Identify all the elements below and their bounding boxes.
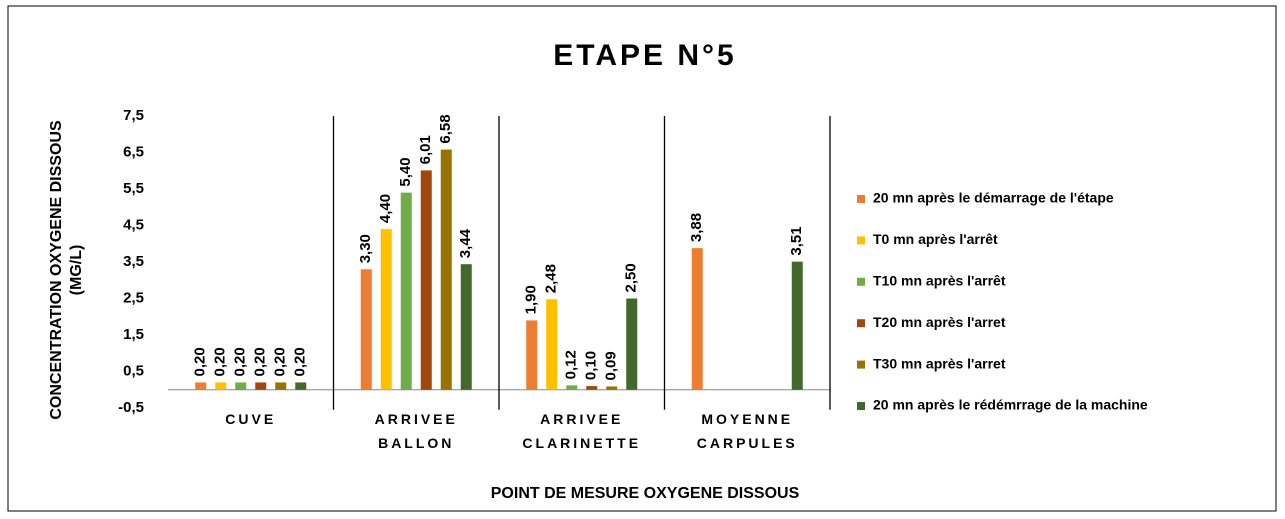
- legend-label: T30 mn après l'arret: [873, 355, 1006, 371]
- data-label: 3,44: [457, 228, 474, 258]
- bar: [691, 248, 703, 390]
- legend-label: 20 mn après le démarrage de l'étape: [873, 190, 1114, 206]
- y-tick-label: 5,5: [123, 180, 144, 197]
- data-label: 3,88: [688, 213, 705, 242]
- y-tick-label: 2,5: [123, 289, 144, 306]
- data-label: 0,20: [212, 347, 229, 376]
- legend-swatch: [857, 360, 865, 369]
- bar: [526, 320, 538, 390]
- chart-frame: [7, 5, 1277, 512]
- legend-swatch: [857, 195, 865, 203]
- y-tick-label: 4,5: [123, 216, 144, 233]
- bar: [195, 382, 207, 390]
- data-label: 0,10: [583, 351, 600, 380]
- data-label: 2,48: [543, 264, 560, 293]
- legend-label: T10 mn après l'arrêt: [873, 273, 1006, 289]
- bar: [546, 299, 558, 390]
- bar: [255, 382, 267, 390]
- y-axis-label: CONCENTRATION OXYGENE DISSOUS (MG/L): [48, 120, 85, 420]
- legend-label: 20 mn après le rédémrrage de la machine: [873, 397, 1148, 413]
- y-tick-label: 7,5: [123, 107, 144, 124]
- x-tick-label: ARRIVEE CLARINETTE: [522, 410, 641, 450]
- data-label: 4,40: [377, 194, 394, 223]
- y-tick-label: 1,5: [123, 326, 144, 343]
- data-label: 6,58: [437, 114, 454, 143]
- legend-swatch: [857, 236, 865, 245]
- legend-label: T20 mn après l'arret: [873, 314, 1006, 330]
- data-label: 2,50: [623, 263, 640, 292]
- x-tick-label: MOYENNE CARPULES: [697, 410, 798, 450]
- bar: [235, 382, 247, 390]
- data-label: 0,12: [563, 350, 580, 379]
- y-tick-label: 6,5: [123, 143, 144, 160]
- x-axis-label: POINT DE MESURE OXYGENE DISSOUS: [491, 485, 800, 502]
- data-label: 0,20: [232, 347, 249, 376]
- bar: [215, 382, 227, 390]
- x-tick-label: CUVE: [225, 410, 276, 426]
- bar: [606, 386, 618, 390]
- bar: [586, 386, 598, 390]
- bar: [380, 229, 392, 390]
- bar: [440, 149, 452, 390]
- bar: [275, 382, 287, 390]
- legend-swatch: [857, 402, 865, 410]
- legend-label: T0 mn après l'arrêt: [873, 231, 998, 247]
- y-tick-label: 3,5: [123, 253, 144, 270]
- data-label: 1,90: [523, 285, 540, 314]
- y-tick-label: -0,5: [118, 399, 144, 416]
- bar: [791, 261, 803, 390]
- bar: [460, 264, 472, 390]
- data-label: 0,20: [272, 347, 289, 376]
- data-label: 0,20: [252, 347, 269, 376]
- data-label: 0,20: [192, 347, 209, 376]
- y-tick-label: 0,5: [123, 362, 144, 379]
- x-tick-label: ARRIVEE BALLON: [375, 410, 458, 450]
- data-label: 3,30: [357, 234, 374, 263]
- legend-swatch: [857, 277, 865, 286]
- chart-title: ETAPE N°5: [553, 39, 736, 72]
- data-label: 0,09: [603, 351, 620, 380]
- bar: [626, 298, 638, 390]
- bar: [360, 269, 372, 390]
- data-label: 6,01: [417, 135, 434, 164]
- bar: [295, 382, 307, 390]
- bar: [400, 192, 412, 390]
- data-label: 0,20: [292, 347, 309, 376]
- legend-swatch: [857, 319, 865, 328]
- bar: [566, 385, 578, 390]
- data-label: 5,40: [397, 157, 414, 186]
- data-label: 3,51: [788, 226, 805, 255]
- bar: [420, 170, 432, 390]
